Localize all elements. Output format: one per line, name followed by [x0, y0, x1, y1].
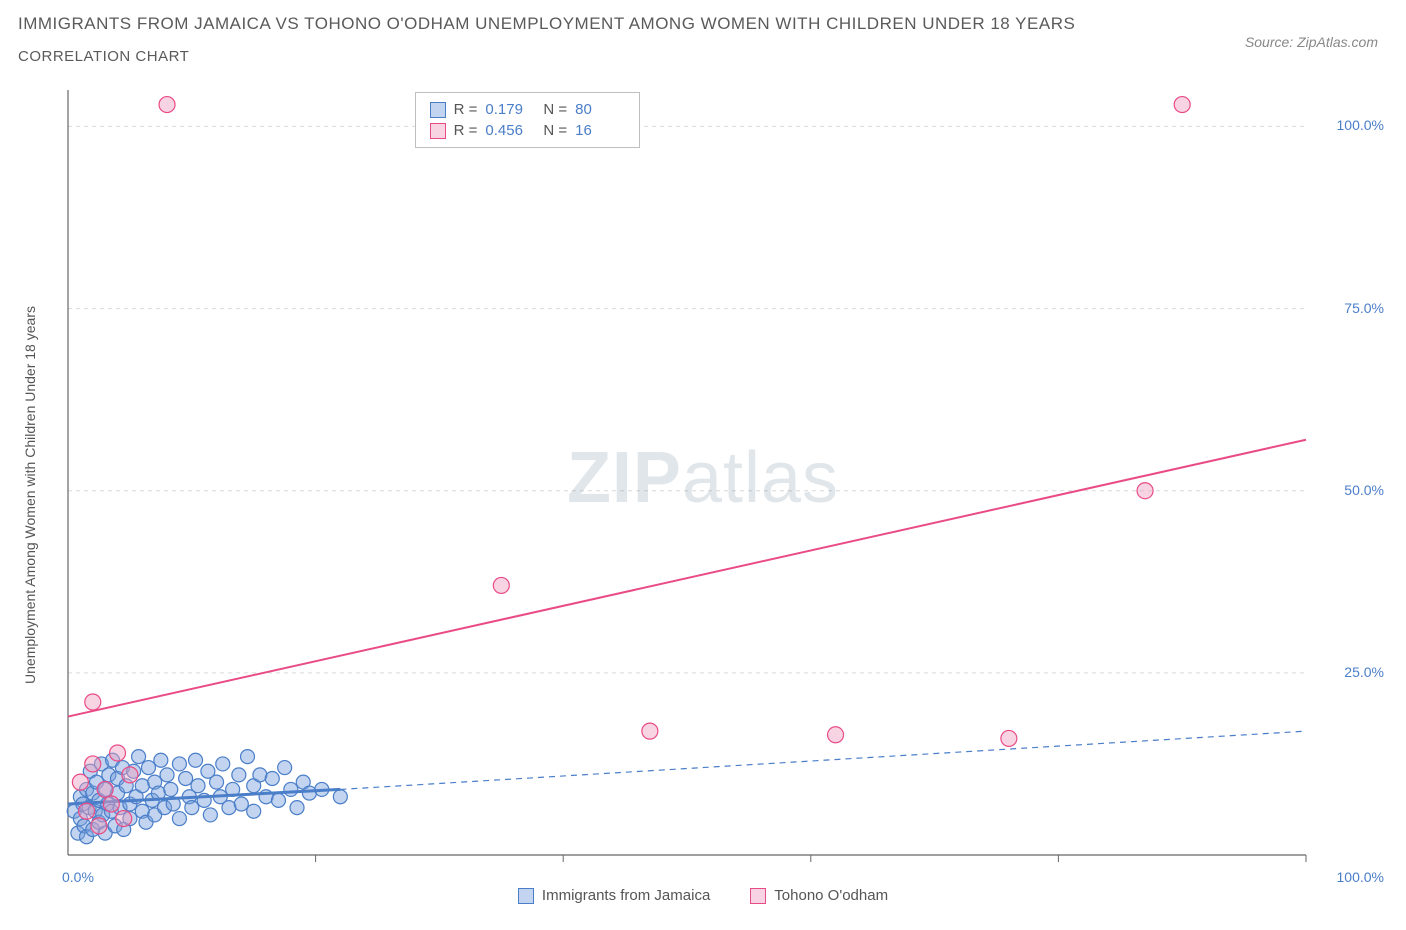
- y-tick-label: 50.0%: [1344, 482, 1384, 498]
- stats-row: R =0.456N =16: [430, 120, 626, 141]
- legend-label: Immigrants from Jamaica: [542, 887, 710, 904]
- series-swatch: [430, 123, 446, 139]
- correlation-chart: Unemployment Among Women with Children U…: [18, 80, 1388, 910]
- stats-row: R =0.179N =80: [430, 99, 626, 120]
- chart-canvas: [18, 80, 1388, 910]
- y-tick-label: 75.0%: [1344, 300, 1384, 316]
- page-subtitle: CORRELATION CHART: [18, 48, 1245, 65]
- series-swatch: [518, 888, 534, 904]
- stats-legend: R =0.179N =80R =0.456N =16: [415, 92, 641, 148]
- legend-item: Tohono O'odham: [750, 887, 888, 904]
- source-attribution: Source: ZipAtlas.com: [1245, 14, 1388, 50]
- series-legend: Immigrants from Jamaica Tohono O'odham: [18, 887, 1388, 904]
- y-tick-label: 25.0%: [1344, 664, 1384, 680]
- legend-label: Tohono O'odham: [774, 887, 888, 904]
- x-min-label: 0.0%: [62, 869, 94, 885]
- legend-item: Immigrants from Jamaica: [518, 887, 710, 904]
- header: IMMIGRANTS FROM JAMAICA VS TOHONO O'ODHA…: [0, 0, 1406, 65]
- y-tick-label: 100.0%: [1337, 117, 1384, 133]
- page-title: IMMIGRANTS FROM JAMAICA VS TOHONO O'ODHA…: [18, 14, 1245, 34]
- series-swatch: [750, 888, 766, 904]
- series-swatch: [430, 102, 446, 118]
- y-axis-label: Unemployment Among Women with Children U…: [22, 306, 38, 684]
- x-max-label: 100.0%: [1337, 869, 1384, 885]
